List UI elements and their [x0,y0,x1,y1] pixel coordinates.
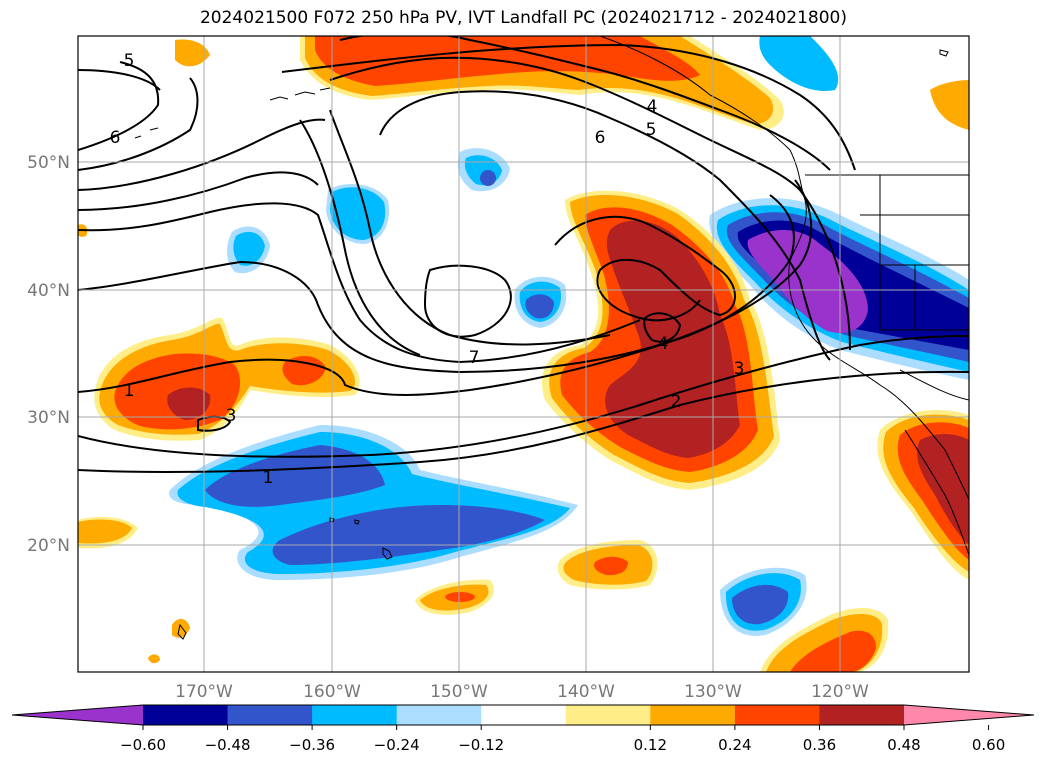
colorbar-extend-high [904,705,1034,725]
colorbar-tick-label: −0.48 [205,736,251,754]
contour-label: 1 [263,468,274,488]
lat-label: 40°N [27,281,70,301]
positive-anomaly-shading [78,36,969,672]
colorbar-extend-low [12,705,143,725]
colorbar-segment [650,705,736,725]
colorbar-tick-label: −0.36 [289,736,335,754]
pv-contours [78,36,969,473]
contour-label: 7 [469,348,480,368]
contour-label: 6 [110,128,121,148]
colorbar-tick-label: 0.60 [972,736,1005,754]
negative-anomaly-shading [169,36,969,636]
colorbar-segment [565,705,651,725]
contour-label: 2 [671,392,682,412]
colorbar-segment [734,705,820,725]
lat-label: 30°N [27,408,70,428]
contour-label: 4 [647,97,658,117]
contour-label: 4 [658,334,669,354]
lon-label: 150°W [430,682,488,702]
gridlines [78,36,969,672]
lon-labels: 170°W 160°W 150°W 140°W 130°W 120°W [175,682,869,702]
colorbar-tick-label: 0.12 [634,736,667,754]
colorbar-segment [819,705,905,725]
contour-label: 6 [595,128,606,148]
lon-label: 140°W [557,682,615,702]
contour-label: 3 [226,406,237,426]
colorbar-segment [143,705,229,725]
colorbar-segment [481,705,567,725]
lon-label: 120°W [811,682,869,702]
lat-labels: 50°N 40°N 30°N 20°N [27,153,70,556]
colorbar-tick-label: −0.24 [374,736,420,754]
map-frame [77,35,970,673]
lon-label: 160°W [303,682,361,702]
contour-label: 5 [646,120,657,140]
colorbar-tick-label: −0.12 [458,736,504,754]
map-panel [78,36,969,672]
colorbar-segment [312,705,398,725]
contour-label-group: 5 6 4 5 6 7 4 3 2 3 1 1 [110,51,745,488]
chart-title: 2024021500 F072 250 hPa PV, IVT Landfall… [199,8,847,28]
contour-label: 1 [124,381,135,401]
colorbar: −0.60 −0.48 −0.36 −0.24 −0.12 0.12 0.24 0.36 0.4… [11,704,1035,754]
colorbar-segment [396,705,482,725]
contour-label: 3 [734,359,745,379]
colorbar-tick-label: −0.60 [120,736,166,754]
colorbar-segment [227,705,313,725]
colorbar-tick-label: 0.24 [718,736,751,754]
lat-label: 50°N [27,153,70,173]
colorbar-tick-label: 0.48 [887,736,920,754]
contour-label: 5 [124,51,135,71]
colorbar-tick-label: 0.36 [803,736,836,754]
lat-label: 20°N [27,536,70,556]
lon-label: 130°W [684,682,742,702]
lon-label: 170°W [175,682,233,702]
